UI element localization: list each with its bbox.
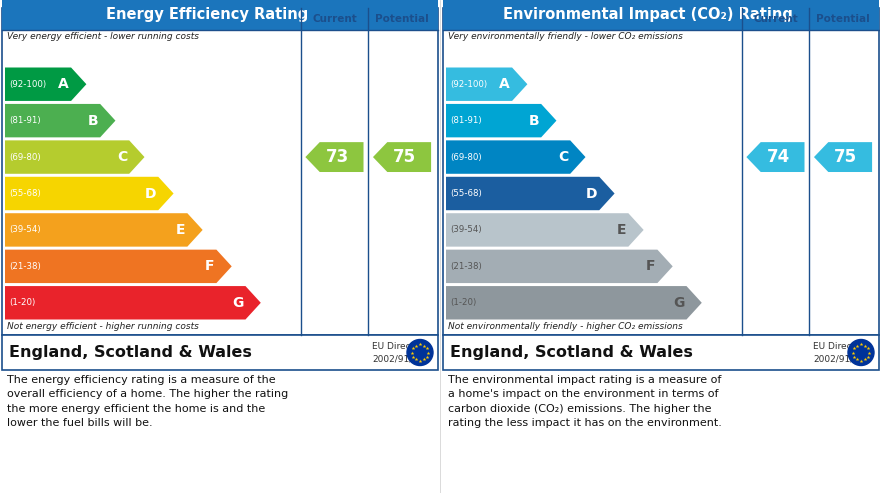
Text: Not environmentally friendly - higher CO₂ emissions: Not environmentally friendly - higher CO… xyxy=(448,322,683,331)
Text: 75: 75 xyxy=(834,148,857,166)
Text: (1-20): (1-20) xyxy=(450,298,476,307)
Bar xyxy=(2,335,438,370)
Text: (1-20): (1-20) xyxy=(9,298,35,307)
Text: F: F xyxy=(646,259,656,273)
Text: The environmental impact rating is a measure of
a home's impact on the environme: The environmental impact rating is a mea… xyxy=(448,375,722,428)
Text: C: C xyxy=(558,150,568,164)
Text: A: A xyxy=(499,77,510,91)
Text: 73: 73 xyxy=(326,148,349,166)
Text: C: C xyxy=(117,150,128,164)
Polygon shape xyxy=(814,142,872,172)
Text: F: F xyxy=(205,259,215,273)
Polygon shape xyxy=(446,249,672,283)
Text: E: E xyxy=(176,223,186,237)
Text: (21-38): (21-38) xyxy=(450,262,481,271)
Circle shape xyxy=(407,340,433,365)
Text: (39-54): (39-54) xyxy=(450,225,481,235)
Text: Very environmentally friendly - lower CO₂ emissions: Very environmentally friendly - lower CO… xyxy=(448,32,683,41)
Text: 74: 74 xyxy=(766,148,790,166)
Text: The energy efficiency rating is a measure of the
overall efficiency of a home. T: The energy efficiency rating is a measur… xyxy=(7,375,289,428)
Polygon shape xyxy=(5,177,173,210)
Text: Very energy efficient - lower running costs: Very energy efficient - lower running co… xyxy=(7,32,199,41)
Text: (21-38): (21-38) xyxy=(9,262,40,271)
Text: Current: Current xyxy=(312,14,356,24)
Bar xyxy=(2,0,438,30)
Text: EU Directive
2002/91/EC: EU Directive 2002/91/EC xyxy=(813,342,869,363)
Text: England, Scotland & Wales: England, Scotland & Wales xyxy=(450,345,693,360)
Text: B: B xyxy=(529,114,539,128)
Polygon shape xyxy=(5,286,260,319)
Text: Not energy efficient - higher running costs: Not energy efficient - higher running co… xyxy=(7,322,199,331)
Text: D: D xyxy=(586,186,598,201)
Text: (81-91): (81-91) xyxy=(9,116,40,125)
Text: England, Scotland & Wales: England, Scotland & Wales xyxy=(9,345,252,360)
Text: (55-68): (55-68) xyxy=(9,189,40,198)
Text: (69-80): (69-80) xyxy=(450,152,481,162)
Polygon shape xyxy=(446,286,701,319)
Text: A: A xyxy=(58,77,70,91)
Text: (55-68): (55-68) xyxy=(450,189,481,198)
Polygon shape xyxy=(446,213,643,246)
Text: Potential: Potential xyxy=(816,14,870,24)
Text: Environmental Impact (CO₂) Rating: Environmental Impact (CO₂) Rating xyxy=(503,7,793,23)
Bar xyxy=(2,8,438,335)
Polygon shape xyxy=(446,104,556,138)
Text: E: E xyxy=(617,223,627,237)
Polygon shape xyxy=(373,142,431,172)
Polygon shape xyxy=(446,141,585,174)
Text: Current: Current xyxy=(753,14,798,24)
Polygon shape xyxy=(746,142,804,172)
Text: (81-91): (81-91) xyxy=(450,116,481,125)
Text: G: G xyxy=(232,296,244,310)
Text: (92-100): (92-100) xyxy=(450,80,488,89)
Polygon shape xyxy=(5,141,144,174)
Text: (92-100): (92-100) xyxy=(9,80,46,89)
Text: G: G xyxy=(673,296,685,310)
Text: (39-54): (39-54) xyxy=(9,225,40,235)
Text: Potential: Potential xyxy=(375,14,429,24)
Polygon shape xyxy=(446,177,614,210)
Text: EU Directive
2002/91/EC: EU Directive 2002/91/EC xyxy=(372,342,428,363)
Text: (69-80): (69-80) xyxy=(9,152,40,162)
Bar xyxy=(443,335,879,370)
Polygon shape xyxy=(5,68,86,101)
Text: D: D xyxy=(145,186,157,201)
Text: B: B xyxy=(87,114,99,128)
Text: 75: 75 xyxy=(393,148,416,166)
Circle shape xyxy=(848,340,874,365)
Polygon shape xyxy=(5,104,115,138)
Polygon shape xyxy=(446,68,527,101)
Polygon shape xyxy=(5,249,231,283)
Polygon shape xyxy=(5,213,202,246)
Polygon shape xyxy=(305,142,363,172)
Bar xyxy=(443,0,879,30)
Bar xyxy=(443,8,879,335)
Text: Energy Efficiency Rating: Energy Efficiency Rating xyxy=(106,7,308,23)
